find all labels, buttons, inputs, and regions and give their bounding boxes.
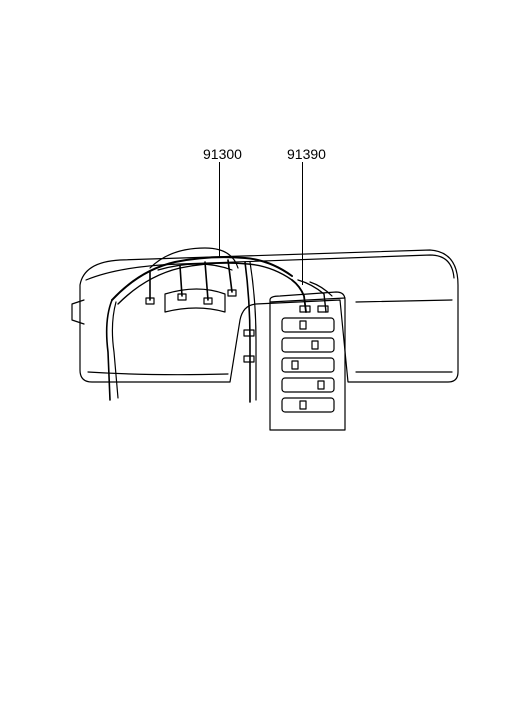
dashboard-wiring-diagram (0, 0, 531, 727)
